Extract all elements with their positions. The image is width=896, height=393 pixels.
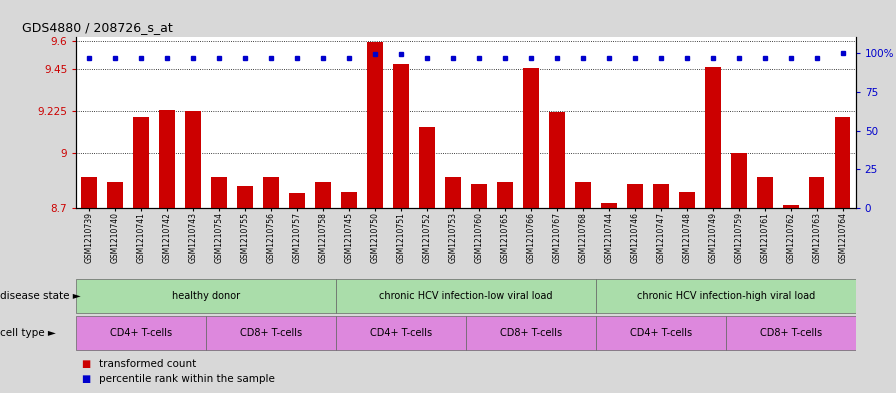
Text: CD8+ T-cells: CD8+ T-cells bbox=[240, 328, 302, 338]
Bar bbox=[237, 186, 253, 208]
Bar bbox=[757, 177, 772, 208]
Bar bbox=[82, 177, 97, 208]
Bar bbox=[211, 177, 227, 208]
Bar bbox=[336, 279, 596, 313]
Bar bbox=[731, 152, 746, 208]
Bar bbox=[809, 177, 824, 208]
Text: CD4+ T-cells: CD4+ T-cells bbox=[110, 328, 172, 338]
Bar bbox=[289, 193, 305, 208]
Bar bbox=[497, 182, 513, 208]
Bar bbox=[419, 127, 435, 208]
Bar bbox=[206, 316, 336, 350]
Bar bbox=[596, 279, 856, 313]
Text: GDS4880 / 208726_s_at: GDS4880 / 208726_s_at bbox=[22, 22, 172, 35]
Bar bbox=[627, 184, 642, 208]
Text: healthy donor: healthy donor bbox=[172, 291, 240, 301]
Bar bbox=[341, 191, 357, 208]
Bar bbox=[466, 316, 596, 350]
Text: CD8+ T-cells: CD8+ T-cells bbox=[500, 328, 562, 338]
Bar bbox=[445, 177, 461, 208]
Bar bbox=[596, 316, 726, 350]
Bar bbox=[367, 42, 383, 208]
Bar bbox=[76, 279, 336, 313]
Bar bbox=[726, 316, 856, 350]
Bar bbox=[76, 316, 206, 350]
Text: CD8+ T-cells: CD8+ T-cells bbox=[760, 328, 822, 338]
Bar bbox=[185, 111, 201, 208]
Bar bbox=[336, 316, 466, 350]
Bar bbox=[601, 203, 616, 208]
Text: disease state ►: disease state ► bbox=[0, 291, 81, 301]
Bar bbox=[159, 110, 175, 208]
Bar bbox=[523, 68, 538, 208]
Text: cell type ►: cell type ► bbox=[0, 328, 56, 338]
Text: chronic HCV infection-high viral load: chronic HCV infection-high viral load bbox=[637, 291, 814, 301]
Text: chronic HCV infection-low viral load: chronic HCV infection-low viral load bbox=[379, 291, 553, 301]
Text: CD4+ T-cells: CD4+ T-cells bbox=[630, 328, 692, 338]
Bar bbox=[108, 182, 123, 208]
Bar bbox=[393, 64, 409, 208]
Bar bbox=[549, 112, 564, 208]
Bar bbox=[134, 117, 149, 208]
Bar bbox=[575, 182, 590, 208]
Text: CD4+ T-cells: CD4+ T-cells bbox=[370, 328, 432, 338]
Bar bbox=[471, 184, 487, 208]
Bar bbox=[653, 184, 668, 208]
Bar bbox=[835, 117, 850, 208]
Text: percentile rank within the sample: percentile rank within the sample bbox=[99, 374, 274, 384]
Bar bbox=[679, 191, 694, 208]
Text: transformed count: transformed count bbox=[99, 359, 196, 369]
Text: ■: ■ bbox=[81, 359, 90, 369]
Bar bbox=[315, 182, 331, 208]
Text: ■: ■ bbox=[81, 374, 90, 384]
Bar bbox=[705, 67, 720, 208]
Bar bbox=[783, 205, 798, 208]
Bar bbox=[263, 177, 279, 208]
